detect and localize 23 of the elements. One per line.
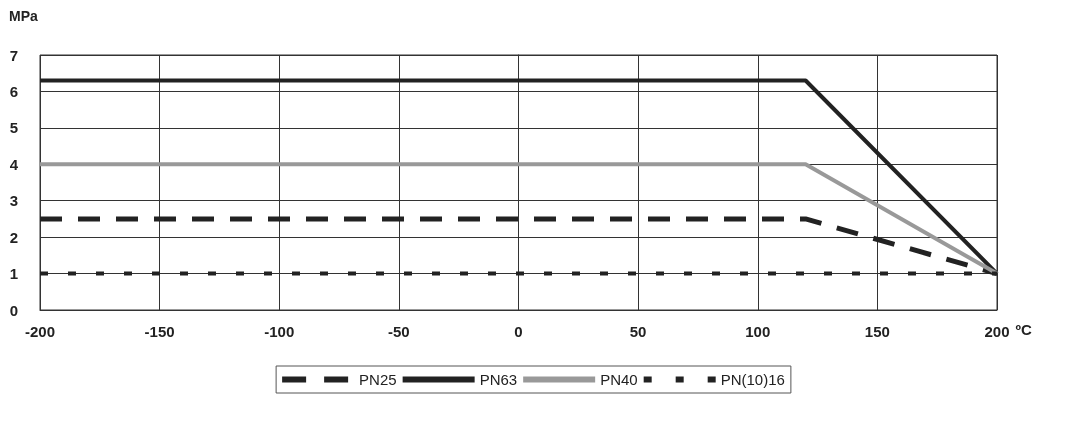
x-axis-title: ºC	[1015, 321, 1032, 338]
x-tick-label: -200	[24, 323, 56, 340]
x-tick-label: 50	[629, 323, 647, 340]
legend-label: PN63	[479, 371, 518, 388]
y-tick-label: 5	[9, 119, 18, 137]
x-tick-label: -50	[388, 323, 410, 340]
x-tick-label: 100	[745, 323, 771, 340]
x-tick-label: 200	[984, 323, 1010, 340]
y-tick-label: 7	[9, 46, 18, 64]
y-tick-label: 3	[9, 192, 18, 210]
legend-label: PN25	[359, 371, 397, 388]
x-tick-label: 150	[864, 323, 890, 340]
x-tick-label: 0	[514, 323, 523, 340]
y-tick-label: 2	[9, 228, 18, 246]
y-tick-label: 6	[9, 82, 18, 100]
y-tick-label: 1	[9, 265, 18, 283]
x-tick-label: -150	[144, 323, 175, 340]
y-tick-label: 0	[9, 301, 18, 319]
legend-label: PN40	[600, 371, 638, 388]
x-tick-label: -100	[264, 323, 295, 340]
y-tick-label: 4	[9, 155, 19, 173]
legend-label: PN(10)16	[720, 371, 785, 388]
y-axis-title: MPa	[9, 8, 38, 24]
